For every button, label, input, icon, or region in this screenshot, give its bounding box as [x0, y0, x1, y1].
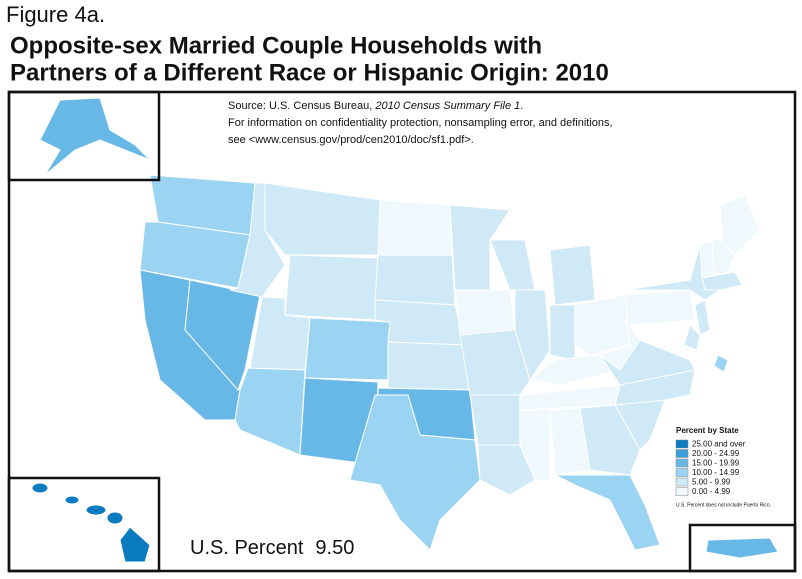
island — [119, 526, 151, 563]
state — [683, 324, 701, 351]
us-percent-value: 9.50 — [315, 537, 354, 559]
legend-label: 0.00 - 4.99 — [692, 487, 731, 496]
legend-swatch — [675, 468, 689, 477]
island — [106, 511, 124, 525]
source-italic: 2010 Census Summary File 1 — [374, 100, 520, 112]
state — [624, 289, 696, 326]
source-line: Source: U.S. Census Bureau, 2010 Census … — [228, 100, 523, 112]
state — [514, 289, 551, 382]
state — [489, 239, 536, 291]
state — [284, 254, 379, 321]
us-percent-label: U.S. Percent — [190, 537, 304, 559]
legend-title: Percent by State — [676, 426, 739, 435]
state — [713, 354, 729, 373]
legend-swatch — [675, 487, 689, 496]
state — [719, 194, 761, 256]
state — [711, 239, 736, 276]
state — [374, 254, 456, 306]
state — [574, 294, 631, 356]
legend-swatch — [675, 458, 689, 468]
source-prefix: Source: U.S. Census Bureau, — [228, 100, 375, 112]
state — [519, 409, 551, 481]
legend-note: U.S. Percent does not include Puerto Ric… — [676, 502, 771, 508]
us-percent: U.S. Percent 9.50 — [190, 537, 354, 559]
state — [264, 182, 381, 256]
legend-swatch — [675, 477, 689, 487]
state — [579, 404, 641, 476]
map-frame — [7, 90, 797, 573]
state — [377, 199, 453, 256]
state — [349, 394, 481, 551]
source-suffix: . — [520, 100, 523, 112]
title-line: Opposite-sex Married Couple Households w… — [10, 32, 542, 59]
state — [234, 367, 306, 456]
alaska — [39, 97, 151, 176]
legend-label: 20.00 - 24.99 — [692, 449, 740, 458]
state — [549, 304, 576, 361]
state — [598, 319, 641, 371]
hawaii-inset — [7, 476, 161, 573]
state — [701, 271, 743, 291]
alaska-inset — [7, 90, 161, 182]
state — [469, 394, 521, 446]
state — [304, 317, 391, 381]
legend-swatch — [675, 449, 689, 458]
state — [694, 299, 711, 336]
state — [459, 329, 531, 396]
source-line: For information on confidentiality prote… — [228, 117, 613, 129]
legend-label: 10.00 - 14.99 — [692, 468, 740, 477]
puerto-rico — [705, 537, 779, 559]
legend-label: 25.00 and over — [692, 440, 746, 449]
island — [85, 504, 107, 516]
state — [387, 341, 471, 391]
legend-label: 15.00 - 19.99 — [692, 459, 740, 468]
state — [477, 444, 536, 496]
island — [31, 482, 49, 494]
states — [139, 174, 761, 551]
hawaii — [31, 482, 151, 563]
puerto-rico-inset — [688, 523, 797, 573]
state — [454, 289, 516, 336]
island — [64, 495, 80, 505]
state — [554, 474, 661, 551]
title-line: Partners of a Different Race or Hispanic… — [10, 59, 609, 86]
state — [449, 204, 511, 291]
legend-label: 5.00 - 9.99 — [692, 478, 731, 487]
state — [549, 244, 596, 306]
legend-swatch — [675, 439, 689, 449]
source-line: see <www.census.gov/prod/cen2010/doc/sf1… — [228, 134, 474, 146]
figure-label: Figure 4a. — [6, 2, 105, 27]
